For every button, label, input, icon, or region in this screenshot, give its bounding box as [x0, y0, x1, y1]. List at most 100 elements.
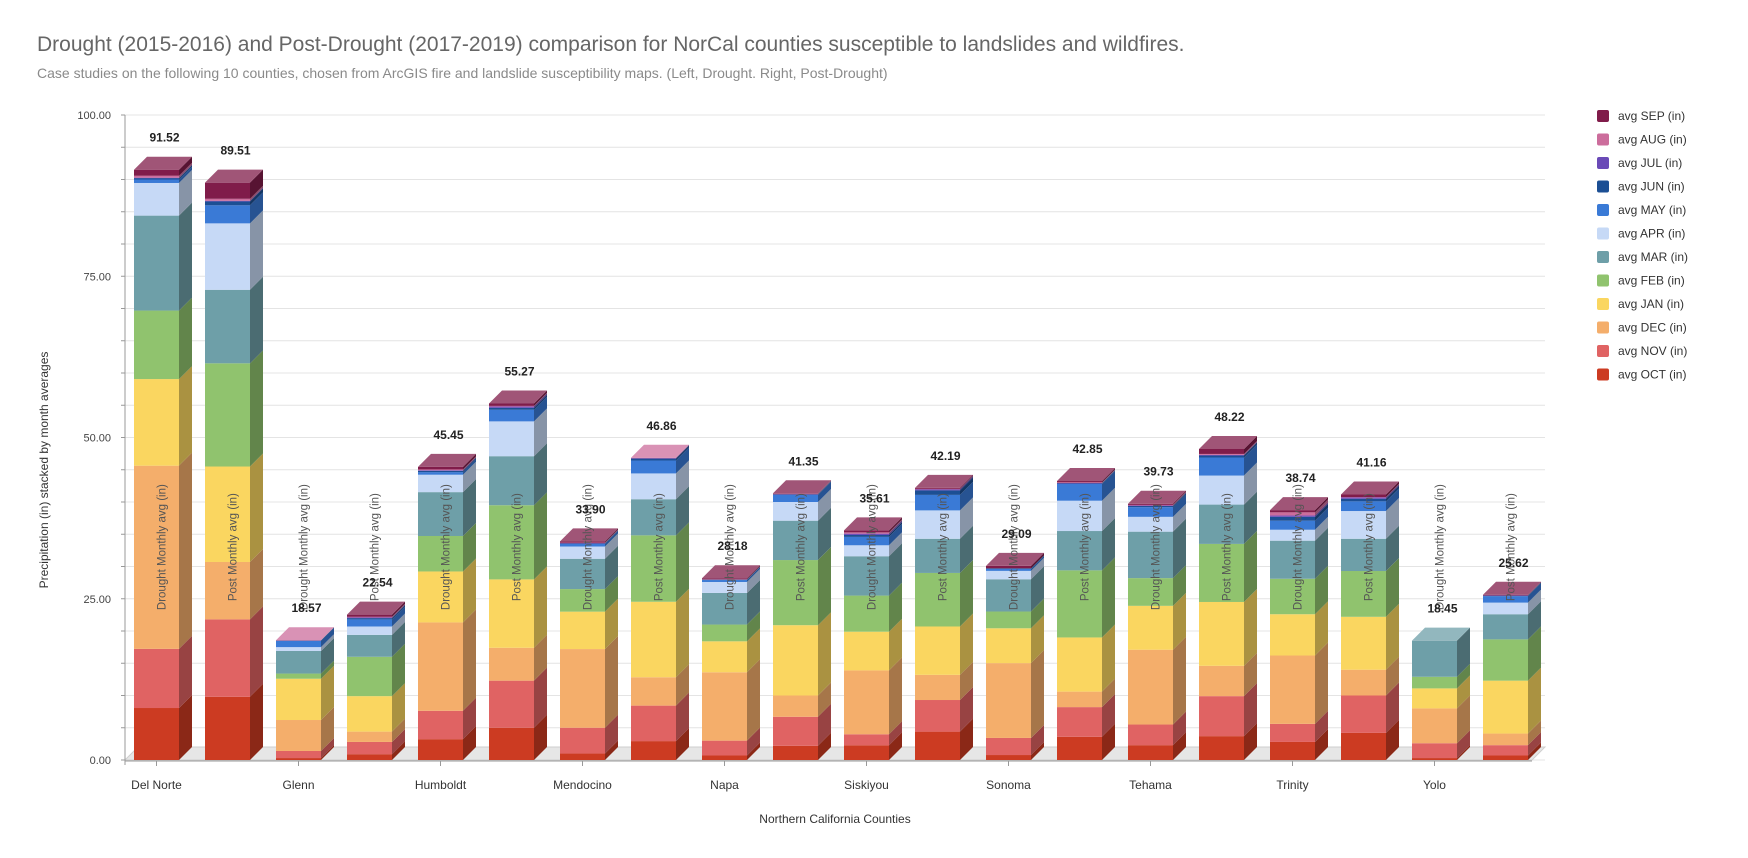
- x-tick-label: Yolo: [1423, 778, 1446, 792]
- bar-segment-front: [347, 634, 392, 657]
- bar-segment-front: [1483, 755, 1528, 760]
- bar-segment: [347, 613, 405, 635]
- y-axis-title: Precipitation (in) stacked by month aver…: [37, 352, 51, 589]
- bar-segment-side: [1031, 724, 1044, 756]
- bar-total-label: 45.45: [433, 428, 463, 442]
- legend-item[interactable]: avg JAN (in): [1597, 297, 1684, 311]
- bar-segment-front: [1128, 578, 1173, 606]
- bar-segment-front: [1128, 516, 1173, 532]
- bar-segment: [489, 714, 547, 760]
- bar-segment-side: [463, 522, 476, 572]
- legend-item[interactable]: avg APR (in): [1597, 227, 1685, 241]
- bar-segment: [560, 528, 618, 543]
- bar-segment: [1057, 487, 1115, 532]
- legend-item[interactable]: avg NOV (in): [1597, 344, 1687, 358]
- bar-segment-side: [250, 350, 263, 467]
- bar-segment: [560, 529, 618, 544]
- bar-segment-front: [1341, 497, 1386, 498]
- bar-segment-side: [747, 628, 760, 673]
- bar-top-face: [1341, 481, 1399, 495]
- bar-segment: [1057, 469, 1115, 484]
- bar-segment-front: [1270, 540, 1315, 579]
- bar-segment: [1057, 723, 1115, 760]
- bar-segment-side: [392, 604, 405, 619]
- bar-segment: [560, 529, 618, 544]
- stack-label: Drought Monthly avg (in): [299, 484, 311, 610]
- stacked-bar: [134, 156, 192, 760]
- legend-item[interactable]: avg OCT (in): [1597, 368, 1686, 382]
- bar-segment: [1341, 656, 1399, 696]
- bar-segment: [1270, 601, 1328, 656]
- stack-label: Drought Monthly avg (in): [583, 484, 595, 610]
- legend-item[interactable]: avg JUL (in): [1597, 156, 1682, 170]
- legend-label: avg FEB (in): [1618, 274, 1685, 288]
- bar-segment-front: [915, 510, 960, 539]
- bar-segment-side: [179, 164, 192, 179]
- bar-segment-side: [250, 192, 263, 224]
- bar-segment: [986, 742, 1044, 760]
- bar-segment-side: [1244, 652, 1257, 697]
- bar-segment-front: [1270, 520, 1315, 530]
- bar-segment: [418, 558, 476, 623]
- bar-segment-front: [347, 731, 392, 742]
- bar-segment: [134, 169, 192, 216]
- bar-segment-front: [134, 465, 179, 649]
- bar-segment-front: [276, 720, 321, 751]
- bar-segment: [489, 566, 547, 648]
- bar-segment: [1341, 525, 1399, 572]
- bar-segment-side: [818, 732, 831, 760]
- bar-segment: [986, 552, 1044, 569]
- y-tick-label: 0.00: [90, 755, 111, 767]
- bar-segment-side: [960, 476, 973, 491]
- stack-label: Post Monthly avg (in): [512, 493, 524, 601]
- bar-segment: [1270, 497, 1328, 513]
- bar-segment: [773, 682, 831, 717]
- bar-segment-side: [1173, 503, 1186, 532]
- bar-segment-side: [321, 627, 334, 641]
- stack-label: Post Monthly avg (in): [1506, 493, 1518, 601]
- legend-item[interactable]: avg DEC (in): [1597, 321, 1687, 335]
- bar-segment-front: [1341, 538, 1386, 572]
- bar-segment-front: [1270, 515, 1315, 517]
- bar-segment-side: [960, 481, 973, 511]
- bar-segment-side: [392, 605, 405, 620]
- x-tick-label: Sonoma: [986, 778, 1031, 792]
- legend-item[interactable]: avg JUN (in): [1597, 180, 1685, 194]
- bar-segment-front: [1057, 531, 1102, 571]
- bar-segment-front: [134, 178, 179, 180]
- bar-segment-side: [676, 445, 689, 461]
- bar-segment: [276, 637, 334, 674]
- bar-segment: [205, 453, 263, 562]
- bar-segment-front: [1341, 494, 1386, 498]
- bar-total-label: 41.35: [788, 454, 818, 468]
- y-tick-label: 100.00: [77, 110, 111, 122]
- legend-item[interactable]: avg AUG (in): [1597, 133, 1687, 147]
- bar-segment-side: [1102, 694, 1115, 737]
- bar-segment-side: [818, 682, 831, 717]
- bar-segment-front: [134, 177, 179, 179]
- legend-swatch: [1597, 227, 1609, 240]
- legend-item[interactable]: avg MAY (in): [1597, 203, 1686, 217]
- bar-segment-front: [844, 556, 889, 596]
- stacked-bar: [1128, 490, 1186, 760]
- bar-segment-front: [418, 492, 463, 536]
- bar-segment-side: [1528, 583, 1541, 603]
- bar-segment-front: [347, 614, 392, 617]
- bar-segment: [1341, 485, 1399, 502]
- stack-label: Post Monthly avg (in): [796, 493, 808, 601]
- bar-segment-side: [250, 548, 263, 620]
- bar-segment-front: [1412, 640, 1457, 677]
- legend-item[interactable]: avg SEP (in): [1597, 109, 1685, 123]
- total-labels: 91.52 89.51 18.57 22.54 45.45 55.27 33.90 46.86…: [149, 131, 1528, 616]
- bar-segment: [418, 726, 476, 760]
- bar-segment-side: [889, 521, 902, 537]
- bar-segment-front: [631, 535, 676, 602]
- bar-segment-side: [1102, 678, 1115, 708]
- legend-item[interactable]: avg MAR (in): [1597, 250, 1688, 264]
- bar-segment-front: [1341, 497, 1386, 499]
- legend-item[interactable]: avg FEB (in): [1597, 274, 1685, 288]
- bar-segment-front: [205, 182, 250, 199]
- bar-segment-front: [915, 731, 960, 760]
- stacked-bar: [1199, 435, 1257, 760]
- bar-segment: [1483, 582, 1541, 597]
